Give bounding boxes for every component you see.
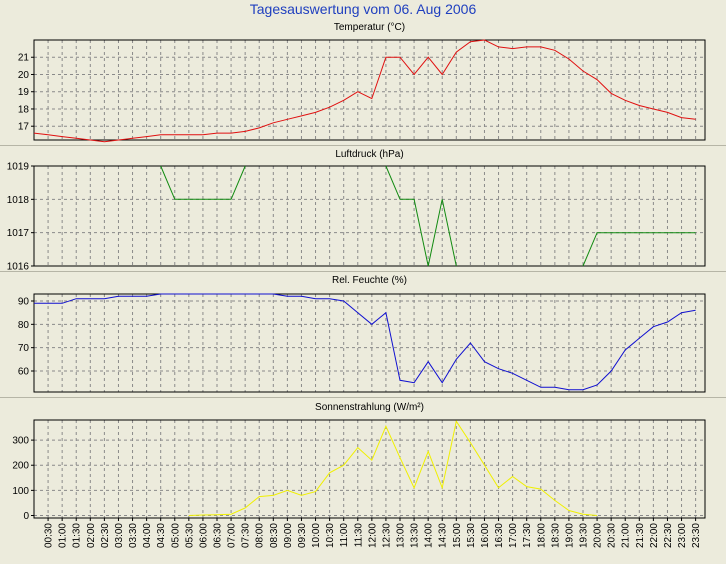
x-tick-label: 05:00 <box>170 523 181 548</box>
y-tick-label: 200 <box>12 461 29 472</box>
series-line <box>385 165 457 267</box>
x-tick-label: 07:00 <box>227 523 238 548</box>
plot-frame <box>33 165 706 267</box>
x-tick-label: 20:30 <box>607 523 618 548</box>
panel-title: Rel. Feuchte (%) <box>332 275 407 286</box>
x-tick-label: 15:00 <box>452 523 463 548</box>
series-line <box>582 232 696 267</box>
x-tick-label: 02:00 <box>86 523 97 548</box>
x-tick-label: 21:00 <box>621 523 632 548</box>
x-tick-label: 13:30 <box>410 523 421 548</box>
y-tick-label: 18 <box>18 104 30 115</box>
x-tick-label: 15:30 <box>466 523 477 548</box>
x-tick-label: 08:00 <box>255 523 266 548</box>
x-tick-label: 17:30 <box>522 523 533 548</box>
y-tick-label: 100 <box>12 486 29 497</box>
y-tick-label: 60 <box>18 367 30 378</box>
panel-title: Sonnenstrahlung (W/m²) <box>315 402 424 413</box>
x-tick-label: 13:00 <box>396 523 407 548</box>
x-tick-label: 16:00 <box>480 523 491 548</box>
y-tick-label: 1019 <box>7 162 30 173</box>
x-tick-label: 19:30 <box>579 523 590 548</box>
x-tick-label: 19:00 <box>564 523 575 548</box>
x-tick-label: 12:30 <box>381 523 392 548</box>
panel-separator <box>0 397 726 398</box>
x-tick-label: 06:30 <box>213 523 224 548</box>
series-line <box>160 165 246 200</box>
x-tick-label: 22:00 <box>649 523 660 548</box>
x-tick-label: 08:30 <box>269 523 280 548</box>
y-tick-label: 0 <box>23 511 29 522</box>
x-tick-label: 00:30 <box>44 523 55 548</box>
x-tick-label: 07:30 <box>241 523 252 548</box>
x-tick-label: 21:30 <box>635 523 646 548</box>
panel-title: Luftdruck (hPa) <box>335 149 403 160</box>
x-tick-label: 11:30 <box>353 523 364 548</box>
x-tick-label: 23:30 <box>691 523 702 548</box>
x-tick-label: 09:30 <box>297 523 308 548</box>
y-tick-label: 21 <box>18 53 30 64</box>
page-title: Tagesauswertung vom 06. Aug 2006 <box>249 1 477 17</box>
y-tick-label: 1017 <box>7 228 30 239</box>
x-tick-label: 18:30 <box>550 523 561 548</box>
x-tick-label: 20:00 <box>593 523 604 548</box>
series-line <box>188 420 598 516</box>
x-tick-label: 17:00 <box>508 523 519 548</box>
x-tick-label: 01:30 <box>72 523 83 548</box>
plot-frame <box>33 293 706 393</box>
plot-frame <box>33 39 706 141</box>
x-tick-label: 23:00 <box>677 523 688 548</box>
y-tick-label: 1018 <box>7 195 30 206</box>
x-tick-label: 18:00 <box>536 523 547 548</box>
x-tick-label: 05:30 <box>184 523 195 548</box>
x-tick-label: 12:00 <box>367 523 378 548</box>
y-tick-label: 17 <box>18 122 30 133</box>
plot-frame <box>33 419 706 519</box>
panel-separator <box>0 271 726 272</box>
x-tick-label: 22:30 <box>663 523 674 548</box>
x-tick-label: 04:00 <box>142 523 153 548</box>
x-tick-label: 11:00 <box>339 523 350 548</box>
panel-separator <box>0 145 726 146</box>
series-line <box>33 39 696 143</box>
x-tick-label: 10:30 <box>325 523 336 548</box>
y-tick-label: 70 <box>18 343 30 354</box>
x-tick-label: 10:00 <box>311 523 322 548</box>
x-tick-label: 16:30 <box>494 523 505 548</box>
x-tick-label: 09:00 <box>283 523 294 548</box>
x-tick-label: 04:30 <box>156 523 167 548</box>
x-tick-label: 02:30 <box>100 523 111 548</box>
x-tick-label: 06:00 <box>198 523 209 548</box>
y-tick-label: 20 <box>18 70 30 81</box>
y-tick-label: 19 <box>18 87 30 98</box>
x-tick-label: 01:00 <box>58 523 69 548</box>
x-tick-label: 03:00 <box>114 523 125 548</box>
y-tick-label: 300 <box>12 436 29 447</box>
y-tick-label: 80 <box>18 320 30 331</box>
series-line <box>34 293 696 391</box>
x-tick-label: 03:30 <box>128 523 139 548</box>
y-tick-label: 90 <box>18 297 30 308</box>
panel-title: Temperatur (°C) <box>334 22 405 33</box>
x-tick-label: 14:30 <box>438 523 449 548</box>
x-tick-label: 14:00 <box>424 523 435 548</box>
y-tick-label: 1016 <box>7 262 30 273</box>
